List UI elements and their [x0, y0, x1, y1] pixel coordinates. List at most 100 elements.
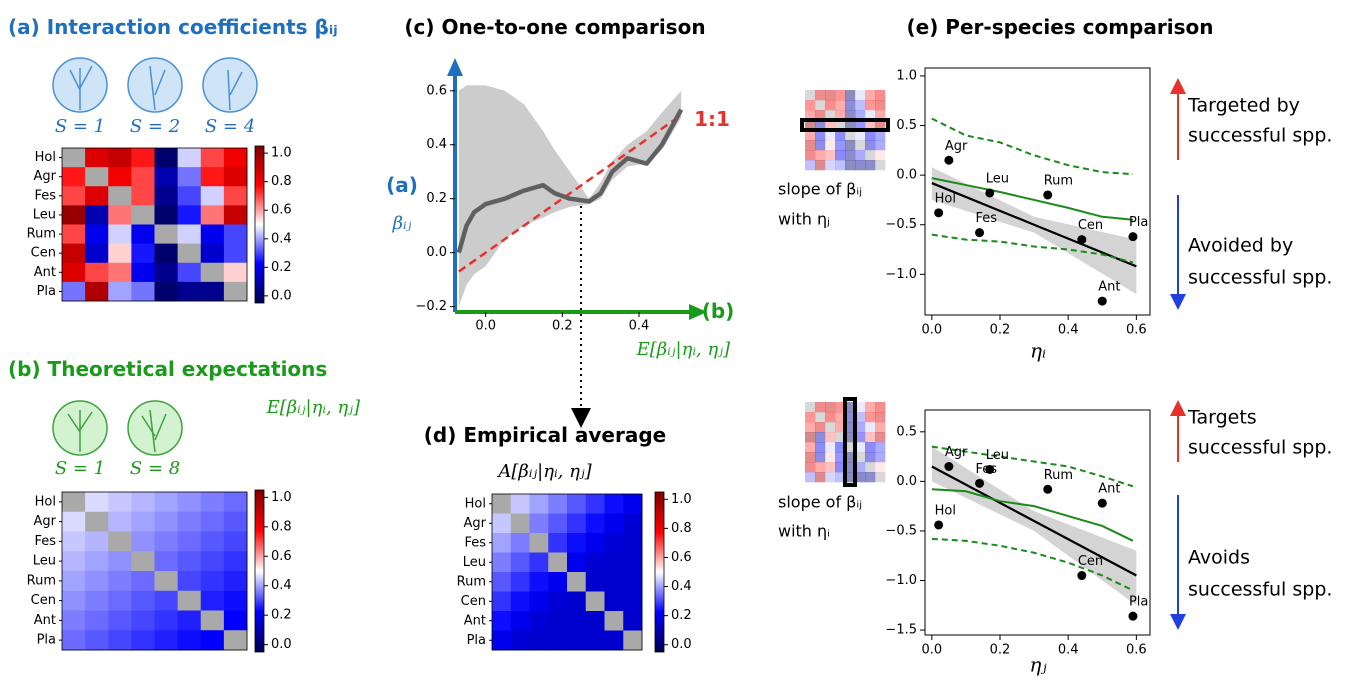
heatmap-cell	[85, 281, 109, 302]
point-label: Pla	[1129, 595, 1148, 610]
heatmap-cell	[154, 148, 179, 168]
thumbnail-cell	[845, 472, 856, 483]
heatmap-cell	[567, 630, 587, 651]
point	[1077, 571, 1087, 581]
empty-cell	[223, 281, 248, 302]
caption: with ηᵢ	[778, 522, 830, 541]
annotation: S = 1	[55, 458, 105, 479]
heatmap-cell	[200, 511, 225, 532]
heatmap-cell	[62, 186, 86, 206]
thumbnail-cell	[825, 120, 836, 131]
heatmap-cell	[200, 590, 225, 611]
thumbnail-cell	[815, 402, 826, 413]
thumbnail-cell	[825, 150, 836, 161]
heatmap-cell	[154, 551, 179, 572]
thumbnail-cell	[825, 140, 836, 151]
thumbnail-cell	[815, 472, 826, 483]
heatmap-cell	[85, 262, 109, 283]
point	[1128, 232, 1138, 242]
thumbnail-cell	[825, 110, 836, 121]
heatmap-cell	[85, 186, 109, 206]
plot-frame	[924, 67, 1151, 316]
heatmap-cell	[108, 610, 132, 631]
row-label: Rum	[457, 574, 486, 589]
side-label: Targeted by	[1187, 95, 1300, 117]
row-label: Pla	[37, 284, 56, 299]
heatmap-cell	[200, 551, 225, 572]
row-label: Cen	[31, 246, 56, 261]
y-axis-arrow	[447, 58, 463, 76]
thumbnail-cell	[805, 120, 816, 131]
heatmap-cell	[177, 531, 202, 552]
row-label: Hol	[465, 496, 486, 511]
annotation: S = 4	[205, 116, 255, 137]
panel-title: (c) One-to-one comparison	[404, 15, 705, 39]
heatmap-cell	[200, 531, 225, 552]
annotation: S = 2	[130, 116, 180, 137]
empty-cell	[492, 494, 512, 514]
thumbnail-cell	[815, 140, 826, 151]
thumbnail-cell	[845, 462, 856, 473]
thumbnail-cell	[865, 90, 876, 101]
side-label: successful spp.	[1188, 125, 1332, 147]
thumbnail-cell	[835, 150, 846, 161]
point	[1097, 296, 1107, 306]
empty-cell	[154, 571, 179, 592]
heatmap-cell	[510, 494, 530, 514]
heatmap-cell	[223, 148, 248, 168]
row-label: Leu	[33, 554, 56, 569]
row-label: Hol	[35, 494, 56, 509]
empty-cell	[223, 630, 248, 651]
heatmap-cell	[623, 591, 643, 612]
expected-line	[931, 177, 1134, 221]
colorbar-label: 0.2	[271, 260, 292, 275]
heatmap-cell	[154, 262, 179, 283]
empty-cell	[585, 591, 605, 612]
thumbnail-cell	[805, 412, 816, 423]
caption: slope of βᵢⱼ	[778, 180, 862, 199]
thumbnail-cell	[845, 160, 856, 171]
y-tick-label: −0.5	[885, 523, 917, 538]
y-tick-label: 0.5	[896, 424, 917, 439]
colorbar-label: 1.0	[671, 492, 692, 507]
heatmap-cell	[62, 630, 86, 651]
point-label: Ant	[1098, 482, 1120, 497]
heatmap-cell	[200, 167, 225, 187]
heatmap-cell	[567, 513, 587, 534]
thumbnail-cell	[815, 442, 826, 453]
heatmap-cell	[62, 167, 86, 187]
heatmap-cell	[154, 590, 179, 611]
thumbnail-cell	[835, 412, 846, 423]
x-axis-label: ηⱼ	[1029, 653, 1047, 677]
heatmap-cell	[108, 551, 132, 572]
y-tick-label: 0.6	[426, 83, 447, 98]
heatmap-cell	[177, 610, 202, 631]
empty-cell	[177, 243, 202, 264]
thumbnail-cell	[875, 462, 886, 473]
thumbnail-cell	[845, 90, 856, 101]
thumbnail-cell	[865, 462, 876, 473]
empty-cell	[85, 167, 109, 187]
point-label: Leu	[986, 448, 1009, 463]
thumbnail-cell	[835, 120, 846, 131]
heatmap-cell	[604, 533, 624, 553]
empty-cell	[510, 513, 530, 534]
row-label: Agr	[464, 516, 487, 531]
thumbnail-cell	[845, 422, 856, 433]
reference-line	[458, 114, 682, 273]
heatmap-cell	[131, 262, 155, 283]
heatmap-cell	[623, 513, 643, 534]
thumbnail-cell	[865, 120, 876, 131]
panel-title: (e) Per-species comparison	[907, 15, 1214, 39]
heatmap-cell	[492, 630, 512, 651]
expected-line	[931, 488, 1134, 542]
thumbnail-cell	[865, 442, 876, 453]
expected-upper	[931, 445, 1134, 488]
thumbnail-cell	[815, 110, 826, 121]
row-label: Leu	[463, 555, 486, 570]
heatmap-cell	[567, 552, 587, 573]
point	[985, 464, 995, 474]
heatmap-cell	[108, 262, 132, 283]
heatmap-frame	[491, 493, 643, 651]
confidence-band	[458, 85, 682, 307]
